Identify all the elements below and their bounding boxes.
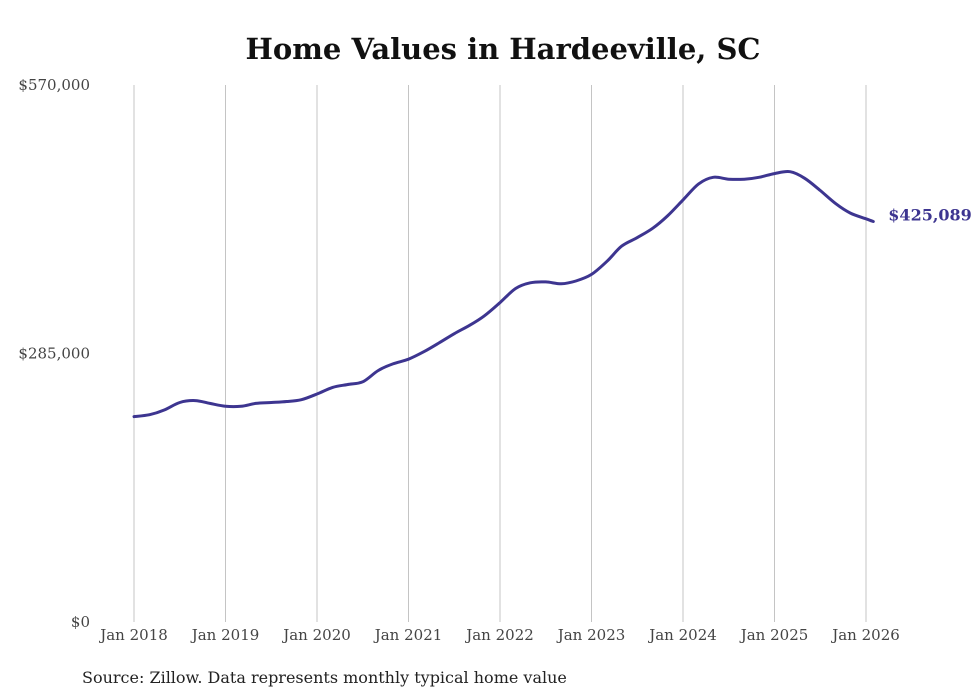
- x-tick-label: Jan 2021: [373, 626, 443, 644]
- series-lines: [132, 170, 875, 419]
- x-axis-ticks: Jan 2018 Jan 2019 Jan 2020 Jan 2021 Jan 2022…: [98, 626, 900, 644]
- y-tick-label: $0: [71, 613, 90, 631]
- grid-lines: [133, 85, 867, 622]
- x-tick-label: Jan 2024: [647, 626, 717, 644]
- x-tick-label: Jan 2018: [98, 626, 168, 644]
- x-tick-label: Jan 2020: [281, 626, 351, 644]
- end-value-label: $425,089: [888, 206, 972, 225]
- series-line-0: [132, 170, 875, 419]
- y-tick-label: $285,000: [18, 345, 90, 363]
- y-axis-ticks: $0 $285,000 $570,000: [18, 76, 90, 631]
- x-tick-label: Jan 2025: [739, 626, 809, 644]
- x-tick-label: Jan 2019: [190, 626, 260, 644]
- chart-title: Home Values in Hardeeville, SC: [246, 32, 761, 66]
- y-tick-label: $570,000: [18, 76, 90, 94]
- x-tick-label: Jan 2022: [464, 626, 534, 644]
- x-tick-label: Jan 2023: [556, 626, 626, 644]
- source-note: Source: Zillow. Data represents monthly …: [82, 668, 567, 687]
- x-tick-label: Jan 2026: [830, 626, 900, 644]
